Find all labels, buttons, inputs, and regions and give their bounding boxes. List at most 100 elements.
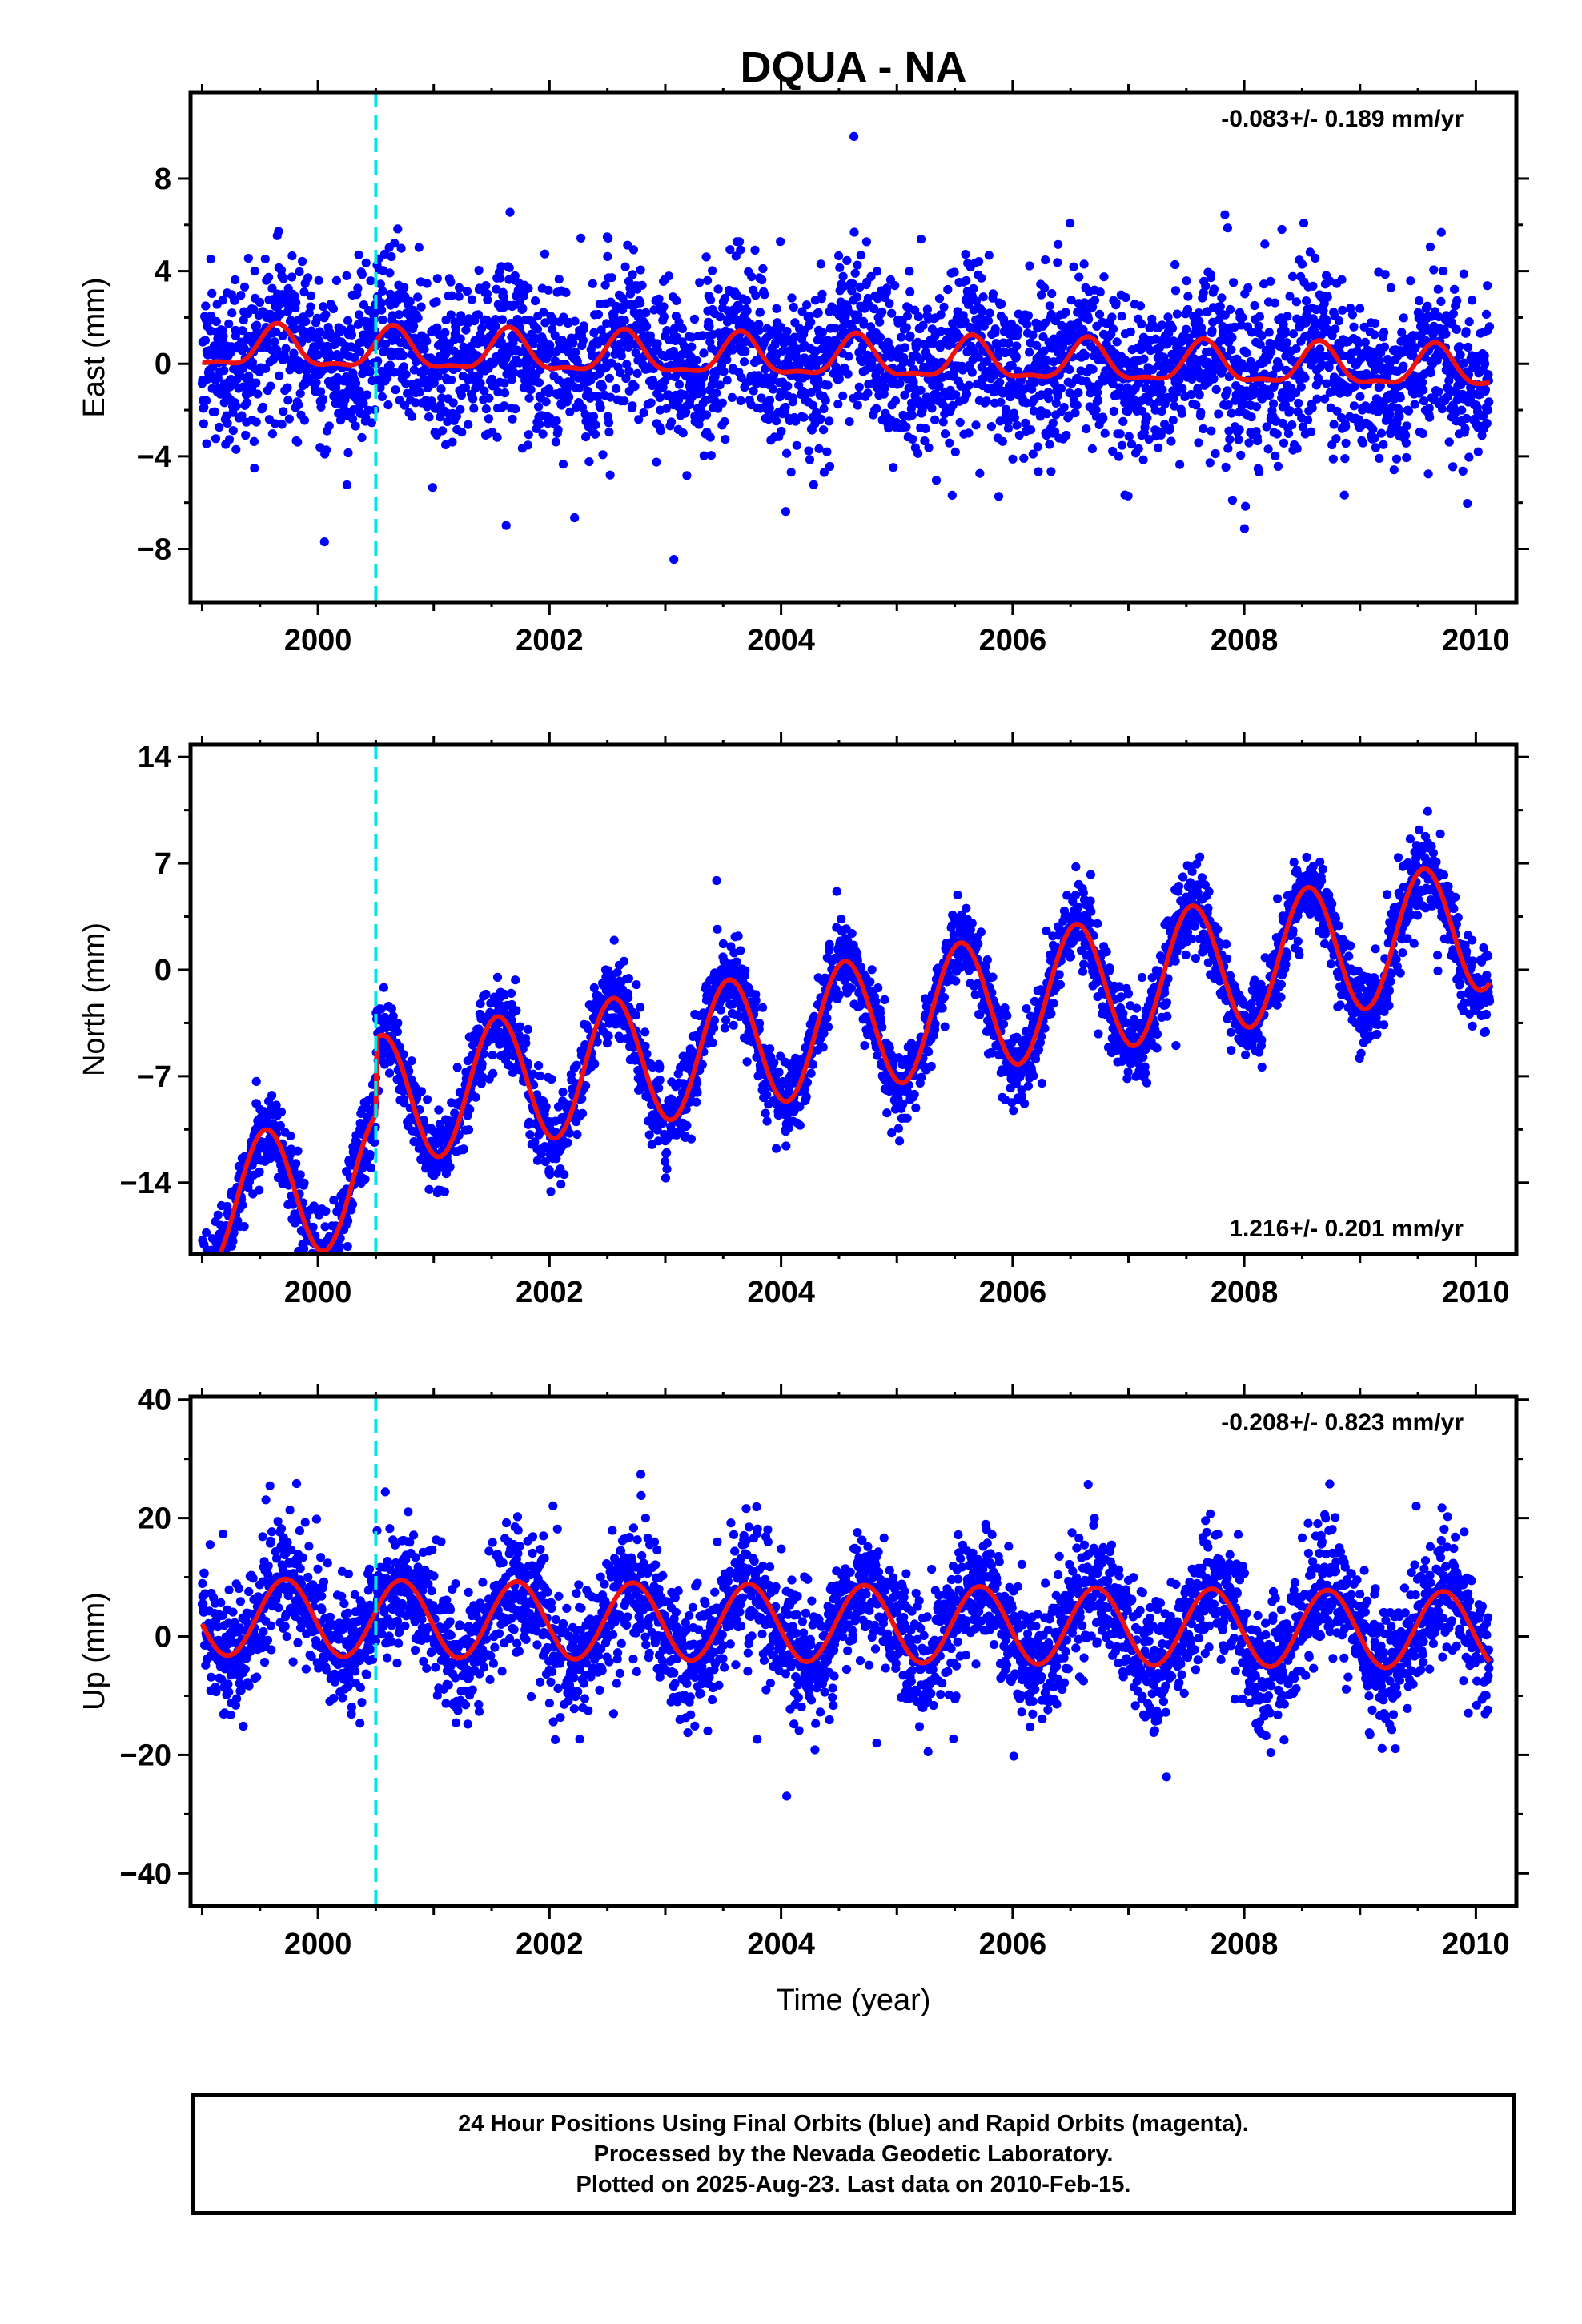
data-point — [849, 227, 859, 237]
data-point — [1334, 316, 1343, 326]
data-point — [367, 418, 376, 428]
data-point — [1207, 426, 1216, 436]
data-point — [203, 1301, 212, 1310]
data-point — [1028, 449, 1038, 459]
data-point — [514, 1030, 524, 1040]
data-point — [1355, 304, 1365, 313]
data-point — [1094, 309, 1105, 319]
data-point — [908, 434, 917, 444]
data-point — [834, 374, 844, 384]
data-point — [295, 1170, 305, 1180]
data-point — [422, 279, 432, 288]
data-point — [464, 1125, 474, 1135]
data-point — [354, 250, 363, 259]
data-point — [500, 388, 510, 398]
data-point — [331, 275, 341, 285]
data-point — [286, 1131, 295, 1140]
data-point — [438, 426, 448, 436]
data-point — [436, 384, 446, 394]
data-point — [1300, 373, 1310, 383]
data-point — [804, 446, 813, 456]
data-point — [742, 296, 752, 305]
data-point — [848, 279, 857, 289]
data-point — [857, 357, 867, 367]
data-point — [1223, 386, 1232, 396]
data-point — [1221, 462, 1231, 472]
data-point — [806, 317, 816, 327]
data-point — [231, 401, 241, 411]
data-point — [1050, 427, 1060, 436]
data-point — [247, 357, 257, 367]
data-point — [534, 402, 544, 412]
data-point — [782, 327, 792, 336]
data-point — [1239, 524, 1249, 533]
data-point — [1480, 351, 1489, 360]
data-point — [443, 417, 452, 427]
data-point — [515, 358, 524, 368]
data-point — [201, 1265, 210, 1273]
data-point — [276, 1107, 287, 1116]
data-point — [413, 313, 423, 323]
data-point — [1142, 413, 1152, 423]
data-point — [1441, 329, 1451, 339]
data-point — [521, 1039, 531, 1048]
data-point — [376, 1004, 386, 1014]
data-point — [291, 1159, 301, 1168]
data-point — [420, 344, 429, 354]
data-point — [646, 398, 656, 408]
data-point — [1418, 428, 1427, 439]
data-point — [543, 1143, 552, 1152]
data-point — [1484, 322, 1495, 332]
data-point — [362, 390, 371, 400]
data-point — [854, 382, 864, 392]
data-point — [1426, 368, 1435, 378]
data-point — [446, 277, 456, 287]
data-point — [316, 402, 326, 412]
data-point — [1397, 328, 1407, 337]
data-point — [843, 306, 853, 316]
data-point — [1461, 327, 1471, 336]
data-point — [376, 298, 386, 308]
data-point — [936, 326, 946, 336]
data-point — [701, 410, 712, 420]
data-point — [705, 432, 715, 442]
data-point — [205, 1269, 214, 1278]
data-point — [491, 321, 500, 331]
data-point — [1072, 400, 1082, 410]
data-point — [1223, 223, 1232, 233]
data-point — [934, 380, 944, 391]
data-point — [830, 324, 840, 333]
data-point — [481, 281, 491, 291]
data-point — [581, 432, 591, 442]
data-point — [1464, 452, 1474, 462]
data-point — [1025, 261, 1034, 271]
data-point — [1270, 298, 1279, 308]
data-point — [1182, 304, 1193, 315]
data-point — [563, 1138, 572, 1148]
data-point — [689, 314, 700, 324]
panel-2-data — [198, 806, 1495, 1310]
data-point — [921, 400, 930, 410]
data-point — [1419, 385, 1428, 395]
rate-annotation: -0.083+/- 0.189 mm/yr — [1221, 106, 1464, 132]
data-point — [271, 327, 281, 337]
data-point — [765, 404, 774, 413]
data-point — [822, 447, 832, 456]
data-point — [454, 292, 464, 301]
data-point — [570, 316, 580, 326]
data-point — [359, 330, 368, 340]
data-point — [415, 388, 424, 397]
data-point — [510, 271, 520, 281]
data-point — [1464, 342, 1473, 352]
data-point — [731, 251, 741, 261]
data-point — [672, 296, 681, 305]
data-point — [1223, 400, 1233, 410]
data-point — [1436, 296, 1446, 306]
data-point — [652, 457, 661, 467]
data-point — [477, 1059, 487, 1069]
data-point — [1046, 309, 1056, 320]
data-point — [465, 1104, 475, 1114]
data-point — [842, 255, 852, 265]
data-point — [1481, 309, 1492, 319]
data-point — [713, 284, 723, 294]
